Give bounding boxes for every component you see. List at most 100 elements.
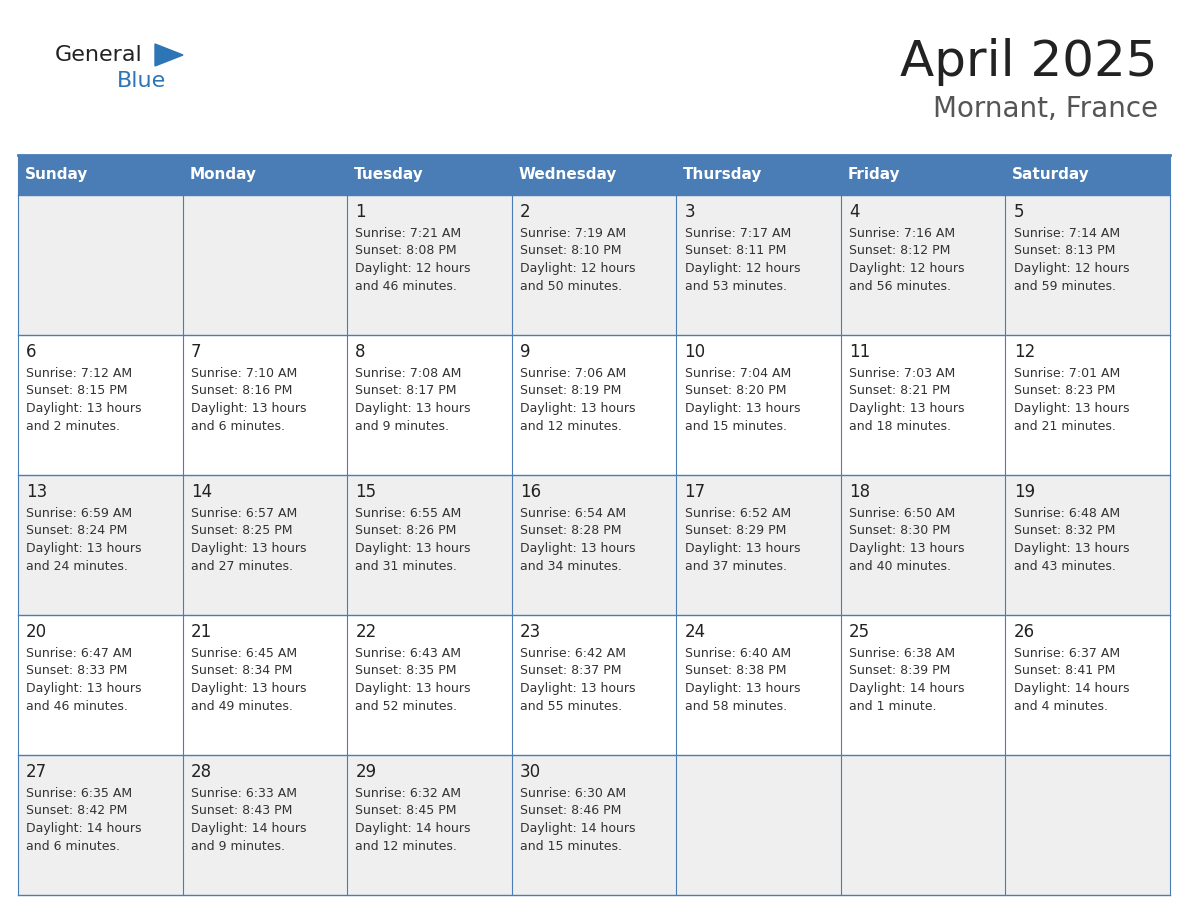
Text: Saturday: Saturday — [1012, 167, 1089, 183]
Text: 17: 17 — [684, 483, 706, 501]
Text: 6: 6 — [26, 343, 37, 361]
Text: Sunrise: 6:57 AM: Sunrise: 6:57 AM — [191, 507, 297, 520]
Text: and 24 minutes.: and 24 minutes. — [26, 559, 128, 573]
Text: and 9 minutes.: and 9 minutes. — [355, 420, 449, 432]
Text: 20: 20 — [26, 623, 48, 641]
Text: Sunset: 8:42 PM: Sunset: 8:42 PM — [26, 804, 127, 818]
Text: Sunrise: 7:01 AM: Sunrise: 7:01 AM — [1013, 367, 1120, 380]
Text: and 21 minutes.: and 21 minutes. — [1013, 420, 1116, 432]
Text: Sunset: 8:43 PM: Sunset: 8:43 PM — [191, 804, 292, 818]
Text: Sunrise: 6:52 AM: Sunrise: 6:52 AM — [684, 507, 791, 520]
Text: Blue: Blue — [116, 71, 166, 91]
Text: Sunset: 8:33 PM: Sunset: 8:33 PM — [26, 665, 127, 677]
Text: and 58 minutes.: and 58 minutes. — [684, 700, 786, 712]
Text: 22: 22 — [355, 623, 377, 641]
Text: Thursday: Thursday — [683, 167, 763, 183]
Text: Daylight: 13 hours: Daylight: 13 hours — [355, 402, 470, 415]
Text: Daylight: 14 hours: Daylight: 14 hours — [520, 822, 636, 835]
Text: Sunrise: 6:30 AM: Sunrise: 6:30 AM — [520, 787, 626, 800]
Text: Sunrise: 6:35 AM: Sunrise: 6:35 AM — [26, 787, 132, 800]
Bar — [18, 335, 1170, 475]
Text: and 50 minutes.: and 50 minutes. — [520, 279, 623, 293]
Text: Daylight: 14 hours: Daylight: 14 hours — [849, 682, 965, 695]
Text: 12: 12 — [1013, 343, 1035, 361]
Text: Sunrise: 6:59 AM: Sunrise: 6:59 AM — [26, 507, 132, 520]
Text: 8: 8 — [355, 343, 366, 361]
Text: and 1 minute.: and 1 minute. — [849, 700, 936, 712]
Text: Sunset: 8:26 PM: Sunset: 8:26 PM — [355, 524, 456, 538]
Text: and 37 minutes.: and 37 minutes. — [684, 559, 786, 573]
Text: 7: 7 — [191, 343, 201, 361]
Text: and 56 minutes.: and 56 minutes. — [849, 279, 952, 293]
Bar — [841, 155, 1005, 195]
Text: Daylight: 13 hours: Daylight: 13 hours — [520, 682, 636, 695]
Text: Daylight: 13 hours: Daylight: 13 hours — [191, 542, 307, 555]
Text: 15: 15 — [355, 483, 377, 501]
Text: Sunrise: 6:37 AM: Sunrise: 6:37 AM — [1013, 647, 1120, 660]
Bar — [512, 155, 676, 195]
Text: 10: 10 — [684, 343, 706, 361]
Text: Daylight: 12 hours: Daylight: 12 hours — [1013, 262, 1129, 275]
Bar — [1005, 155, 1170, 195]
Text: Sunrise: 6:45 AM: Sunrise: 6:45 AM — [191, 647, 297, 660]
Text: 9: 9 — [520, 343, 531, 361]
Text: Sunrise: 7:19 AM: Sunrise: 7:19 AM — [520, 227, 626, 240]
Text: Sunrise: 7:03 AM: Sunrise: 7:03 AM — [849, 367, 955, 380]
Text: 2: 2 — [520, 203, 531, 221]
Text: Daylight: 13 hours: Daylight: 13 hours — [1013, 542, 1129, 555]
Text: General: General — [55, 45, 143, 65]
Text: Daylight: 13 hours: Daylight: 13 hours — [1013, 402, 1129, 415]
Bar — [18, 615, 1170, 755]
Text: Sunset: 8:35 PM: Sunset: 8:35 PM — [355, 665, 457, 677]
Text: Sunset: 8:30 PM: Sunset: 8:30 PM — [849, 524, 950, 538]
Text: 27: 27 — [26, 763, 48, 781]
Text: Daylight: 12 hours: Daylight: 12 hours — [684, 262, 800, 275]
Bar — [18, 155, 183, 195]
Text: Daylight: 13 hours: Daylight: 13 hours — [684, 682, 800, 695]
Text: 24: 24 — [684, 623, 706, 641]
Text: 11: 11 — [849, 343, 871, 361]
Text: Daylight: 13 hours: Daylight: 13 hours — [355, 682, 470, 695]
Text: 23: 23 — [520, 623, 542, 641]
Text: Mornant, France: Mornant, France — [933, 95, 1158, 123]
Text: Daylight: 13 hours: Daylight: 13 hours — [191, 682, 307, 695]
Text: and 40 minutes.: and 40 minutes. — [849, 559, 952, 573]
Text: 14: 14 — [191, 483, 211, 501]
Text: Sunrise: 7:21 AM: Sunrise: 7:21 AM — [355, 227, 461, 240]
Bar — [18, 755, 1170, 895]
Text: 30: 30 — [520, 763, 541, 781]
Text: Daylight: 14 hours: Daylight: 14 hours — [1013, 682, 1129, 695]
Text: and 9 minutes.: and 9 minutes. — [191, 839, 285, 853]
Bar — [347, 155, 512, 195]
Text: and 6 minutes.: and 6 minutes. — [26, 839, 120, 853]
Bar — [18, 195, 1170, 335]
Text: and 15 minutes.: and 15 minutes. — [684, 420, 786, 432]
Text: Friday: Friday — [847, 167, 901, 183]
Text: Daylight: 13 hours: Daylight: 13 hours — [191, 402, 307, 415]
Text: Daylight: 13 hours: Daylight: 13 hours — [684, 402, 800, 415]
Text: Sunrise: 6:43 AM: Sunrise: 6:43 AM — [355, 647, 461, 660]
Text: Daylight: 12 hours: Daylight: 12 hours — [520, 262, 636, 275]
Text: Sunset: 8:12 PM: Sunset: 8:12 PM — [849, 244, 950, 258]
Text: 25: 25 — [849, 623, 871, 641]
Text: Sunrise: 7:16 AM: Sunrise: 7:16 AM — [849, 227, 955, 240]
Text: 5: 5 — [1013, 203, 1024, 221]
Text: 26: 26 — [1013, 623, 1035, 641]
Text: Daylight: 13 hours: Daylight: 13 hours — [520, 402, 636, 415]
Text: and 31 minutes.: and 31 minutes. — [355, 559, 457, 573]
Text: and 15 minutes.: and 15 minutes. — [520, 839, 623, 853]
Text: Daylight: 13 hours: Daylight: 13 hours — [26, 682, 141, 695]
Text: and 46 minutes.: and 46 minutes. — [355, 279, 457, 293]
Text: 19: 19 — [1013, 483, 1035, 501]
Text: 29: 29 — [355, 763, 377, 781]
Text: 1: 1 — [355, 203, 366, 221]
Text: Sunrise: 7:12 AM: Sunrise: 7:12 AM — [26, 367, 132, 380]
Text: and 2 minutes.: and 2 minutes. — [26, 420, 120, 432]
Text: Daylight: 12 hours: Daylight: 12 hours — [849, 262, 965, 275]
Text: Sunrise: 7:10 AM: Sunrise: 7:10 AM — [191, 367, 297, 380]
Text: Sunset: 8:16 PM: Sunset: 8:16 PM — [191, 385, 292, 397]
Text: Sunrise: 6:50 AM: Sunrise: 6:50 AM — [849, 507, 955, 520]
Text: Sunset: 8:32 PM: Sunset: 8:32 PM — [1013, 524, 1116, 538]
Text: and 55 minutes.: and 55 minutes. — [520, 700, 623, 712]
Text: and 27 minutes.: and 27 minutes. — [191, 559, 292, 573]
